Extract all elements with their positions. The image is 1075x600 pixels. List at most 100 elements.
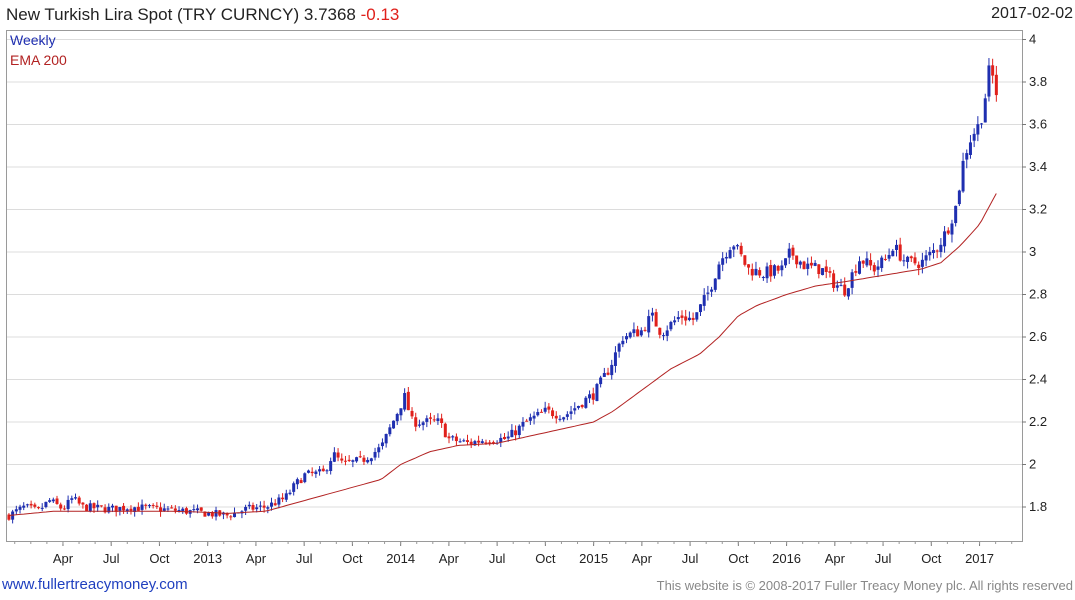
candle-body bbox=[676, 317, 680, 320]
candle-body bbox=[506, 436, 510, 439]
candle-body bbox=[122, 505, 126, 511]
candle-body bbox=[698, 304, 702, 313]
candle-body bbox=[92, 503, 96, 509]
candle-body bbox=[336, 452, 340, 458]
candle-body bbox=[813, 262, 817, 266]
x-tick-label: 2017 bbox=[965, 551, 994, 566]
candle-body bbox=[288, 492, 292, 495]
candle-body bbox=[872, 265, 876, 272]
candle-body bbox=[917, 264, 921, 268]
candle-body bbox=[976, 124, 980, 135]
candle-body bbox=[454, 436, 458, 442]
x-tick-label: Oct bbox=[342, 551, 363, 566]
candle-body bbox=[421, 422, 425, 426]
candle-body bbox=[724, 256, 728, 259]
gridlines bbox=[7, 39, 1022, 508]
candle-body bbox=[96, 504, 100, 508]
candle-body bbox=[22, 505, 26, 508]
candle-body bbox=[110, 505, 114, 508]
candle-body bbox=[384, 433, 388, 444]
candle-body bbox=[491, 442, 495, 444]
y-tick-label: 2.8 bbox=[1029, 287, 1047, 302]
candle-body bbox=[580, 405, 584, 408]
candle-body bbox=[839, 285, 843, 287]
candle-body bbox=[55, 498, 59, 504]
x-tick-label: Oct bbox=[728, 551, 749, 566]
candle-body bbox=[869, 260, 873, 266]
candle-body bbox=[255, 507, 259, 510]
candle-body bbox=[950, 223, 954, 235]
candle-body bbox=[40, 507, 44, 509]
candle-body bbox=[114, 505, 118, 512]
candle-body bbox=[406, 391, 410, 411]
candle-body bbox=[606, 372, 610, 375]
candle-body bbox=[750, 268, 754, 276]
y-tick-label: 2.2 bbox=[1029, 414, 1047, 429]
candle-body bbox=[835, 285, 839, 288]
candle-body bbox=[392, 420, 396, 429]
chart-header: New Turkish Lira Spot (TRY CURNCY) 3.736… bbox=[0, 0, 1075, 30]
candle-body bbox=[573, 408, 577, 411]
site-link[interactable]: www.fullertreacymoney.com bbox=[2, 576, 188, 593]
candle-body bbox=[258, 505, 262, 507]
candle-body bbox=[355, 457, 359, 462]
candle-body bbox=[325, 470, 329, 472]
candle-body bbox=[292, 483, 296, 492]
candle-body bbox=[284, 493, 288, 500]
candle-body bbox=[665, 330, 669, 336]
candle-body bbox=[617, 343, 621, 352]
candle-body bbox=[965, 153, 969, 160]
candle-body bbox=[303, 473, 307, 483]
x-tick-label: Jul bbox=[875, 551, 892, 566]
candle-body bbox=[37, 507, 41, 509]
candle-body bbox=[613, 352, 617, 366]
candle-body bbox=[717, 264, 721, 280]
candle-body bbox=[991, 65, 995, 76]
x-tick-label: Oct bbox=[535, 551, 556, 566]
candle-body bbox=[858, 261, 862, 274]
candle-body bbox=[155, 505, 159, 507]
candle-body bbox=[147, 505, 151, 507]
candle-body bbox=[469, 441, 473, 445]
candle-body bbox=[680, 315, 684, 318]
candle-body bbox=[214, 510, 218, 517]
candle-body bbox=[569, 411, 573, 414]
y-tick-label: 2.4 bbox=[1029, 372, 1047, 387]
candle-body bbox=[861, 260, 865, 264]
candle-body bbox=[203, 511, 207, 517]
candle-body bbox=[798, 261, 802, 265]
candle-body bbox=[251, 505, 255, 510]
candle-body bbox=[821, 268, 825, 276]
candle-body bbox=[44, 501, 48, 507]
candle-body bbox=[410, 410, 414, 417]
candle-body bbox=[743, 255, 747, 265]
x-tick-label: Apr bbox=[246, 551, 267, 566]
candle-body bbox=[358, 456, 362, 458]
candle-body bbox=[595, 384, 599, 402]
candle-body bbox=[510, 429, 514, 438]
candle-body bbox=[166, 508, 170, 510]
candle-body bbox=[458, 441, 462, 443]
candle-body bbox=[81, 502, 85, 505]
candle-body bbox=[436, 418, 440, 421]
candle-body bbox=[225, 513, 229, 516]
candle-body bbox=[909, 256, 913, 259]
candle-body bbox=[832, 273, 836, 288]
candle-body bbox=[429, 417, 433, 419]
candle-body bbox=[761, 277, 765, 279]
candle-body bbox=[443, 423, 447, 438]
candle-body bbox=[669, 322, 673, 330]
x-tick-label: 2013 bbox=[193, 551, 222, 566]
candle-body bbox=[931, 250, 935, 253]
price-change: -0.13 bbox=[360, 5, 400, 24]
candle-body bbox=[739, 245, 743, 255]
candle-body bbox=[687, 317, 691, 321]
candle-body bbox=[484, 442, 488, 444]
candle-body bbox=[380, 442, 384, 447]
candle-body bbox=[924, 255, 928, 261]
candle-body bbox=[425, 418, 429, 422]
candle-body bbox=[133, 507, 137, 512]
candle-body bbox=[584, 397, 588, 408]
candle-body bbox=[602, 373, 606, 377]
